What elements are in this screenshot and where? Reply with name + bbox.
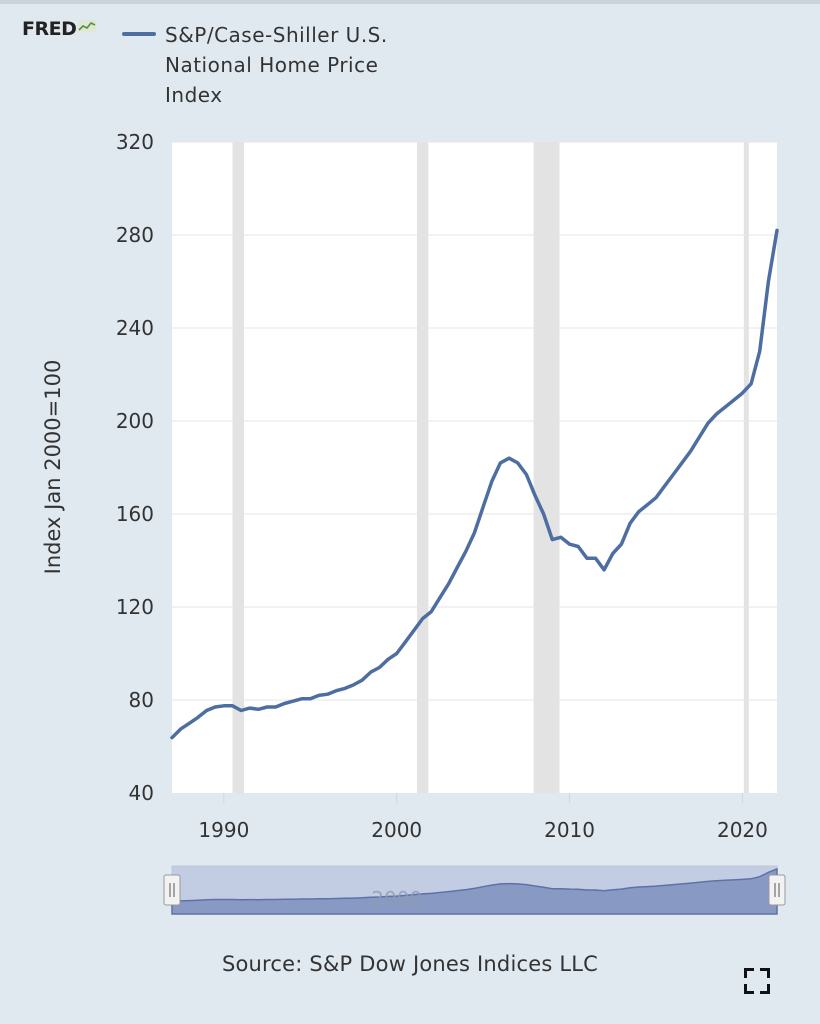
x-tick-label: 2000 <box>371 818 422 842</box>
y-tick-label: 80 <box>129 688 154 712</box>
logo-text: FRED <box>22 18 77 40</box>
navigator-handle-left[interactable] <box>163 874 181 906</box>
x-tick-label: 2020 <box>717 818 768 842</box>
legend-swatch <box>122 32 156 36</box>
top-divider <box>0 0 820 4</box>
recession-band <box>743 142 749 793</box>
navigator-tick-label: 2000 <box>371 887 422 911</box>
plot-area <box>172 142 777 793</box>
x-tick-label: 2010 <box>544 818 595 842</box>
y-tick-label: 240 <box>116 316 154 340</box>
y-tick-label: 40 <box>129 781 154 805</box>
recession-band <box>416 142 429 793</box>
recession-band <box>232 142 245 793</box>
fred-logo[interactable]: FRED <box>22 18 97 40</box>
y-tick-label: 160 <box>116 502 154 526</box>
navigator-handle-right[interactable] <box>768 874 786 906</box>
y-tick-label: 320 <box>116 130 154 154</box>
x-tick-label: 1990 <box>198 818 249 842</box>
chart-line-icon <box>78 20 97 32</box>
navigator-area <box>171 867 778 915</box>
y-tick-label: 280 <box>116 223 154 247</box>
source-note: Source: S&P Dow Jones Indices LLC <box>221 952 599 976</box>
legend-label: S&P/Case-Shiller U.S. National Home Pric… <box>165 23 388 107</box>
series-line <box>170 228 779 740</box>
recession-band <box>533 142 560 793</box>
y-tick-label: 120 <box>116 595 154 619</box>
y-axis-label: Index Jan 2000=100 <box>41 360 65 575</box>
y-tick-label: 200 <box>116 409 154 433</box>
fullscreen-icon[interactable] <box>744 968 770 994</box>
